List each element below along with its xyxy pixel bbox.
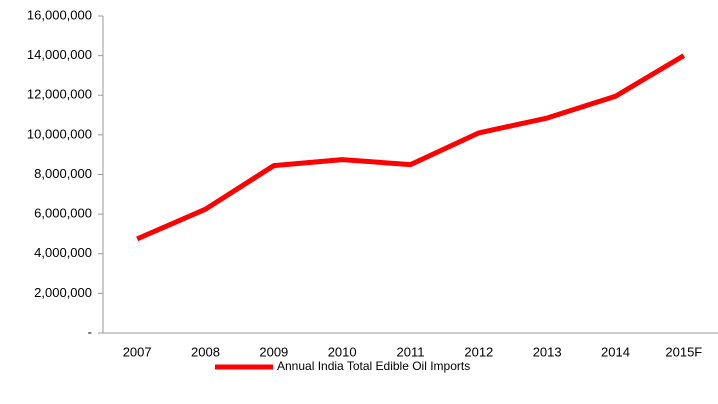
y-tick-label: 8,000,000 [34,166,92,181]
x-tick-label: 2010 [328,344,357,359]
x-tick-label: 2014 [601,344,630,359]
x-tick-label: 2009 [259,344,288,359]
y-tick-label: 16,000,000 [27,7,92,22]
line [136,53,686,242]
x-tick-label: 2011 [397,344,425,359]
y-tick-label: 2,000,000 [34,285,92,300]
x-tick-label: 2015F [665,344,702,359]
legend-label: Annual India Total Edible Oil Imports [277,359,470,373]
x-tick-label: 2008 [191,344,220,359]
x-tick-label: 2007 [123,344,152,359]
y-tick-label: 10,000,000 [27,126,92,141]
x-tick-label: 2012 [464,344,493,359]
y-tick-label: 14,000,000 [27,47,92,62]
x-tick-label: 2013 [533,344,562,359]
y-tick-label: 4,000,000 [34,245,92,260]
y-tick-label: 6,000,000 [34,206,92,221]
y-tick-label: 12,000,000 [27,87,92,102]
y-tick-label: - [88,324,92,339]
